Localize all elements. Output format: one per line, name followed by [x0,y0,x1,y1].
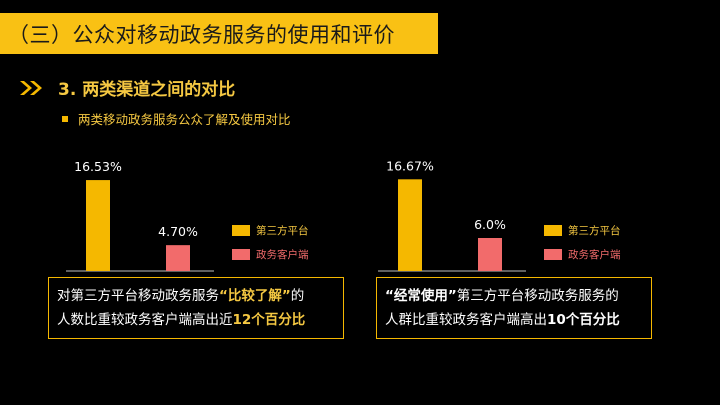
bullet-square-icon [62,115,68,122]
note-text: 的 [290,288,305,304]
legend-usage: 第三方平台 政务客户端 [544,222,621,270]
legend-label-third-party: 第三方平台 [568,224,621,237]
legend-item-third-party: 第三方平台 [544,222,621,238]
legend-swatch-gov-client [232,248,250,260]
legend-label-gov-client: 政务客户端 [256,248,309,261]
legend-item-third-party: 第三方平台 [232,222,309,238]
note-highlight: 10个百分比 [547,312,620,328]
legend-item-gov-client: 政务客户端 [544,246,621,262]
note-box-awareness: 对第三方平台移动政务服务“比较了解”的 人数比重较政务客户端高出近12个百分比 [48,277,344,339]
note-box-usage: “经常使用”第三方平台移动政务服务的 人群比重较政务客户端高出10个百分比 [376,277,652,339]
bar-third-party [86,180,110,271]
bar-third-party [398,179,422,271]
note-text: 人数比重较政务客户端高出近 [57,312,233,328]
chart-usage: 16.67% 6.0% [378,158,538,274]
section-title: （三）公众对移动政务服务的使用和评价 [8,22,395,47]
section-title-bar: （三）公众对移动政务服务的使用和评价 [0,13,438,54]
value-label-third-party: 16.53% [74,159,122,174]
note-line-2: 人群比重较政务客户端高出10个百分比 [385,308,641,332]
subsection-heading: 3. 两类渠道之间的对比 [18,75,235,100]
value-label-gov-client: 6.0% [474,217,506,232]
bullet-item: 两类移动政务服务公众了解及使用对比 [62,109,291,128]
legend-label-third-party: 第三方平台 [256,224,309,237]
note-highlight: 12个百分比 [232,312,306,328]
bar-gov-client [166,245,190,271]
chart-awareness: 16.53% 4.70% [66,158,226,274]
note-text: 人群比重较政务客户端高出 [385,312,547,328]
bullet-text: 两类移动政务服务公众了解及使用对比 [78,112,291,127]
note-line-1: “经常使用”第三方平台移动政务服务的 [385,284,641,308]
bar-gov-client [478,238,502,271]
legend-swatch-third-party [544,224,562,236]
value-label-gov-client: 4.70% [158,224,198,239]
double-chevron-icon [18,80,44,96]
legend-label-gov-client: 政务客户端 [568,248,621,261]
note-line-1: 对第三方平台移动政务服务“比较了解”的 [57,284,333,308]
subsection-title: 3. 两类渠道之间的对比 [58,80,236,100]
note-highlight: “比较了解” [219,288,291,304]
note-highlight: “经常使用” [385,288,457,304]
chart-awareness-svg: 16.53% 4.70% [66,159,214,272]
note-line-2: 人数比重较政务客户端高出近12个百分比 [57,308,333,332]
chart-usage-svg: 16.67% 6.0% [378,158,526,272]
legend-swatch-third-party [232,224,250,236]
legend-item-gov-client: 政务客户端 [232,246,309,262]
value-label-third-party: 16.67% [386,158,434,173]
legend-awareness: 第三方平台 政务客户端 [232,222,309,270]
note-text: 对第三方平台移动政务服务 [57,288,219,304]
legend-swatch-gov-client [544,248,562,260]
note-text: 第三方平台移动政务服务的 [456,288,619,304]
